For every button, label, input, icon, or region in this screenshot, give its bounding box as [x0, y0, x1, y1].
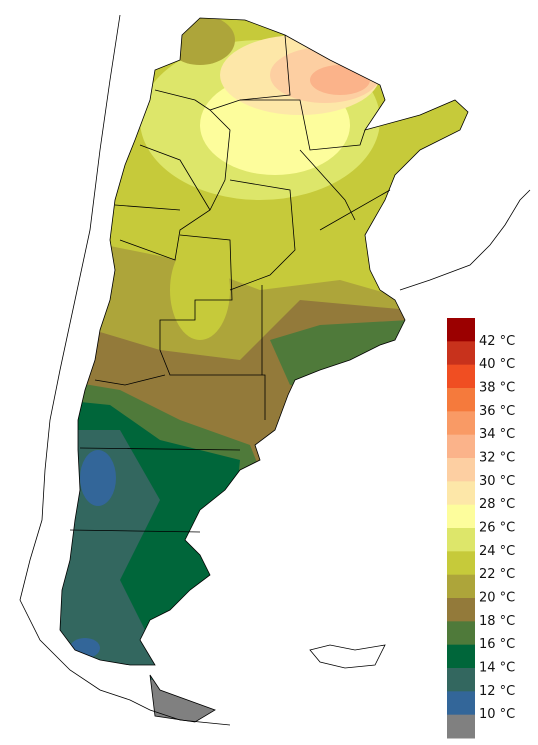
- legend-swatch: [447, 481, 475, 506]
- legend-label: 20 °C: [479, 591, 515, 606]
- legend-swatch: [447, 714, 475, 739]
- legend-label: 28 °C: [479, 497, 515, 512]
- legend-label: 18 °C: [479, 614, 515, 629]
- legend-label: 42 °C: [479, 334, 515, 349]
- legend-swatch: [447, 621, 475, 646]
- legend: 42 °C 40 °C 38 °C 36 °C 34 °C 32 °C 30 °C 28 °C…: [447, 318, 515, 739]
- legend-swatch: [447, 691, 475, 716]
- legend-label: 22 °C: [479, 567, 515, 582]
- legend-label: 10 °C: [479, 707, 515, 722]
- legend-swatch: [447, 551, 475, 576]
- borders: [19, 14, 531, 726]
- legend-label: 40 °C: [479, 357, 515, 372]
- legend-swatch: [447, 364, 475, 389]
- legend-label: 38 °C: [479, 381, 515, 396]
- legend-swatch: [447, 434, 475, 459]
- legend-swatch: [447, 668, 475, 692]
- legend-swatch: [447, 318, 475, 342]
- legend-label: 30 °C: [479, 474, 515, 489]
- legend-swatch: [447, 341, 475, 366]
- legend-swatch: [447, 411, 475, 436]
- legend-label: 34 °C: [479, 427, 515, 442]
- legend-label: 36 °C: [479, 404, 515, 419]
- legend-label: 26 °C: [479, 521, 515, 536]
- legend-swatch: [447, 574, 475, 599]
- legend-label: 12 °C: [479, 684, 515, 699]
- legend-swatch: [447, 644, 475, 669]
- legend-label: 16 °C: [479, 637, 515, 652]
- legend-swatch: [447, 598, 475, 622]
- legend-label: 14 °C: [479, 661, 515, 676]
- legend-swatch: [447, 458, 475, 482]
- legend-swatch: [447, 388, 475, 412]
- legend-label: 32 °C: [479, 451, 515, 466]
- legend-swatch: [447, 504, 475, 529]
- legend-swatch: [447, 528, 475, 552]
- legend-label: 24 °C: [479, 544, 515, 559]
